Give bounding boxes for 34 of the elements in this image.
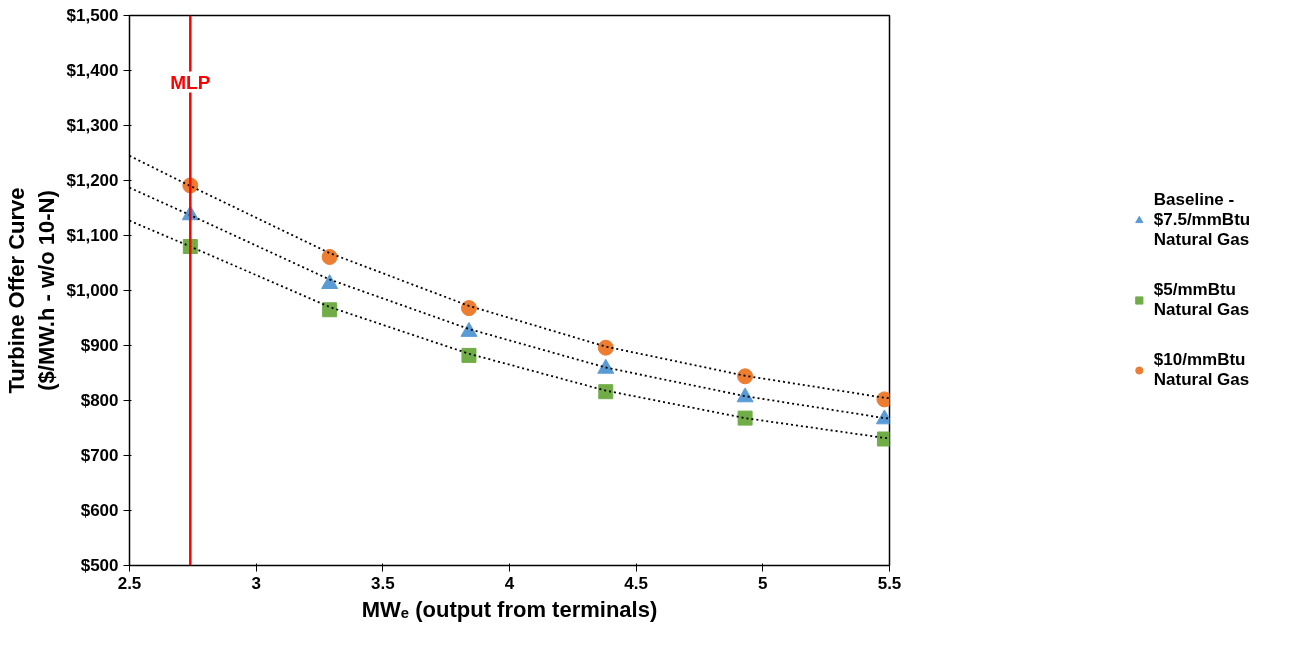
x-tick-label: 3 — [251, 573, 261, 593]
point — [737, 368, 754, 385]
x-tick-label: 4 — [504, 573, 515, 593]
point — [460, 300, 477, 317]
y-tick-label: $700 — [80, 446, 119, 465]
legend-label: Baseline - $7.5/mmBtu Natural Gas — [1153, 190, 1251, 250]
y-axis-title: Turbine Offer Curve ($/MW.h - w/o 10-N) — [3, 187, 59, 394]
x-tick-label: 5 — [758, 573, 768, 593]
x-axis-title: MWₑ (output from terminals) — [361, 596, 658, 622]
y-tick-label: $1,300 — [66, 116, 119, 135]
y-tick-label: $1,100 — [66, 226, 119, 245]
y-tick-label: $1,000 — [66, 281, 119, 300]
point — [321, 248, 338, 265]
legend-label: $5/mmBtu Natural Gas — [1153, 280, 1250, 320]
y-tick-label: $1,200 — [66, 171, 119, 190]
point — [598, 384, 614, 400]
ref-line-label: MLP — [170, 71, 211, 93]
point — [322, 302, 338, 318]
point — [321, 274, 339, 290]
point — [461, 347, 477, 363]
x-tick-label: 5.5 — [877, 573, 902, 593]
x-tick-label: 4.5 — [624, 573, 648, 593]
point — [737, 410, 753, 426]
point — [876, 431, 890, 447]
x-tick-label: 3.5 — [371, 573, 395, 593]
point — [597, 339, 614, 356]
y-tick-label: $1,400 — [66, 61, 119, 80]
y-tick-label: $600 — [80, 501, 119, 520]
y-tick-label: $1,500 — [66, 6, 119, 25]
y-tick-label: $500 — [80, 556, 119, 575]
y-tick-label: $900 — [80, 336, 119, 355]
legend-label: $10/mmBtu Natural Gas — [1153, 350, 1250, 390]
y-tick-label: $800 — [80, 391, 119, 410]
x-tick-label: 2.5 — [117, 573, 142, 593]
